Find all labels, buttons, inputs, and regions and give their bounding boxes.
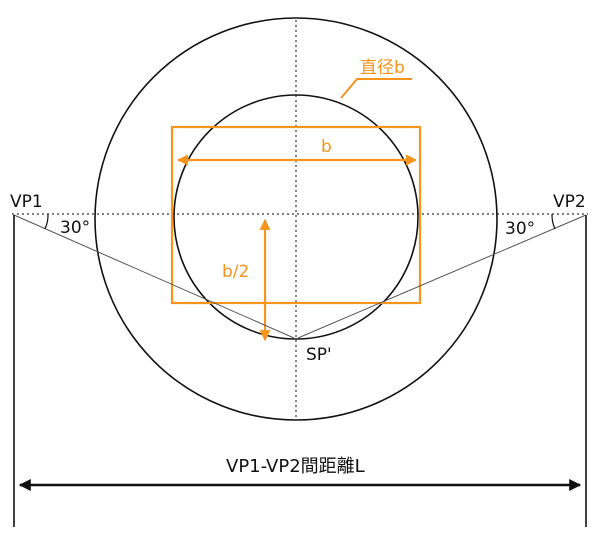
diameter-leader (340, 78, 412, 99)
angle-right-label: 30° (505, 219, 535, 239)
inner-circle (173, 94, 419, 340)
sp-label: SP' (306, 345, 332, 365)
half-label: b/2 (222, 262, 249, 282)
width-label: b (321, 137, 332, 157)
orange-rectangle (170, 125, 422, 305)
sight-line-left (13, 214, 295, 339)
angle-left-label: 30° (60, 218, 90, 238)
vp1-label: VP1 (10, 192, 43, 212)
sight-line-right (297, 214, 587, 339)
vp2-label: VP2 (553, 192, 586, 212)
distance-label: VP1-VP2間距離L (226, 456, 365, 477)
outer-circle (94, 17, 498, 421)
angle-arc-right (551, 213, 556, 230)
angle-arc-left (44, 213, 49, 230)
diameter-label: 直径b (360, 58, 405, 78)
